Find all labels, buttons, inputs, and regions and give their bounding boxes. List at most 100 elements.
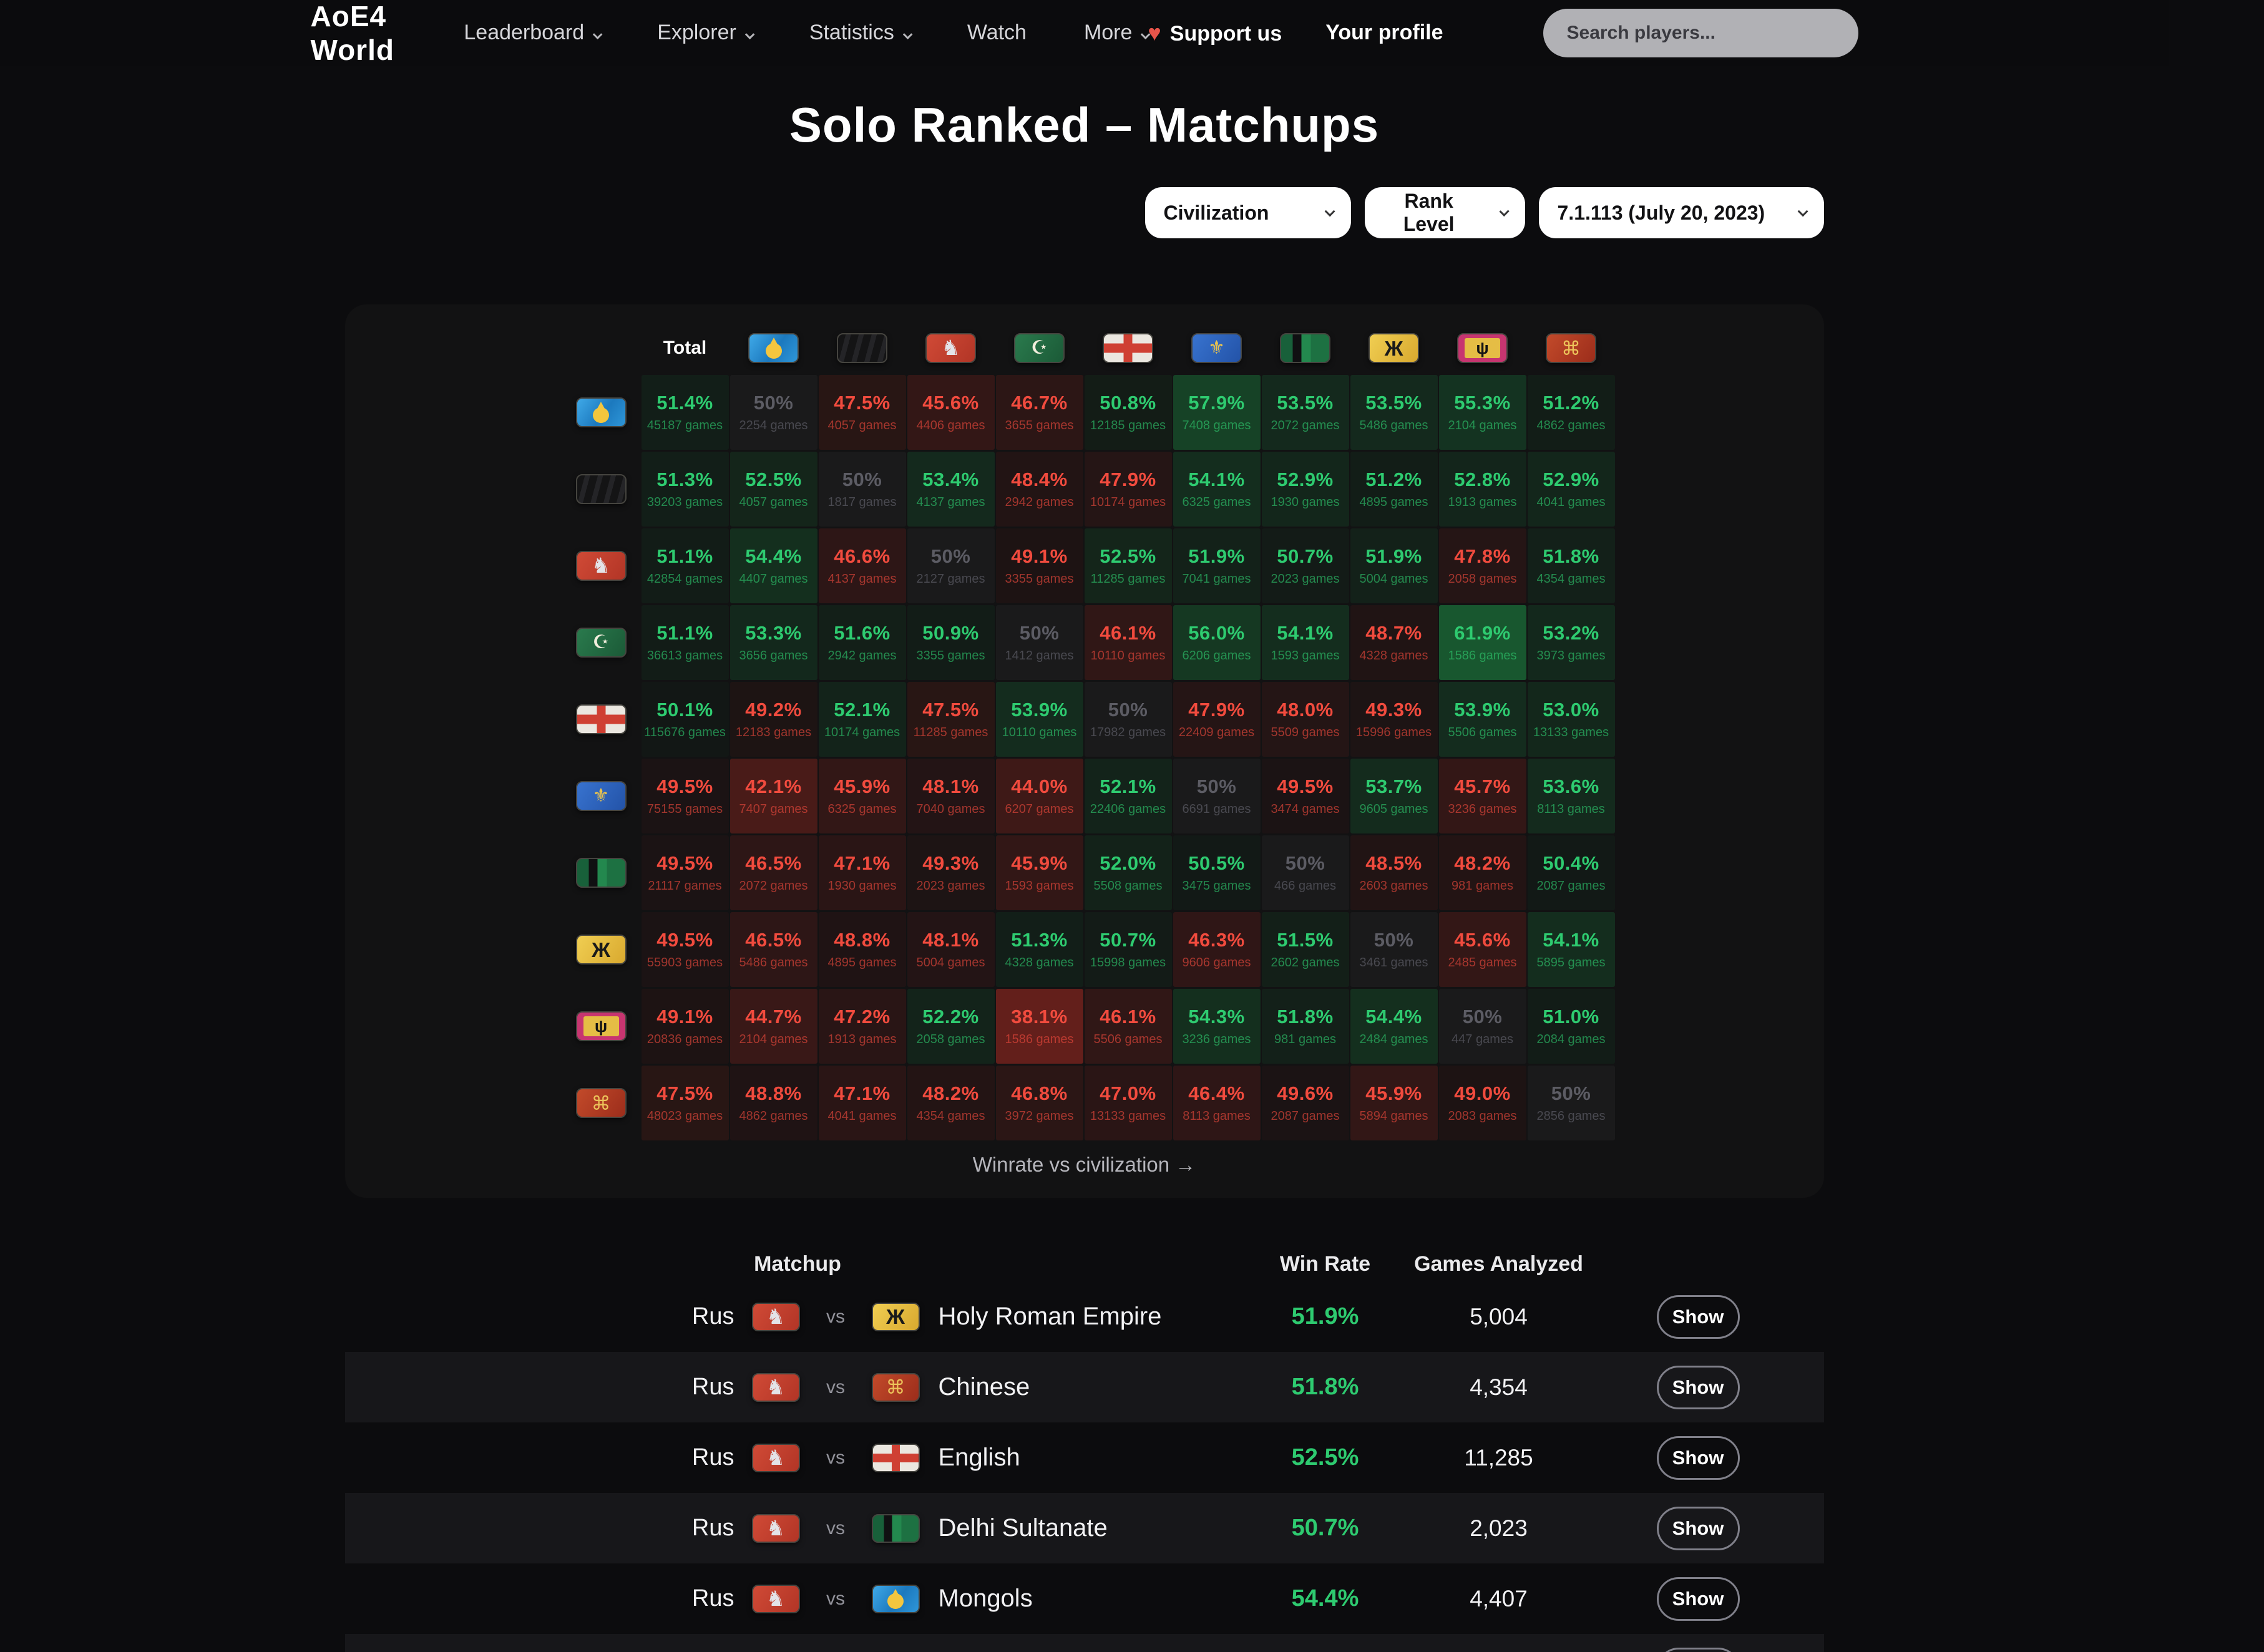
win-rate-value: 45.7% (1454, 775, 1511, 797)
games-count: 981 games (1274, 1032, 1336, 1046)
matrix-cell: 53.4% 4137 games (907, 452, 995, 527)
matrix-cell: 53.3% 3656 games (729, 605, 817, 680)
show-button-cell: Show (1598, 1647, 1824, 1652)
matrix-total-cell: 50.1% 115676 games (642, 682, 729, 757)
win-rate-value: 50% (1285, 852, 1325, 874)
matchup-row: Rus vs English 52.5% 11,285 Show (345, 1422, 1824, 1493)
matrix-cell: 50% 447 games (1439, 989, 1526, 1064)
matrix-cell: 48.4% 2942 games (995, 452, 1083, 527)
win-rate-value: 48.8% (834, 929, 890, 951)
win-rate-value: 61.9% (1454, 622, 1511, 644)
matrix-cell: 54.3% 3236 games (1173, 989, 1261, 1064)
games-count: 2485 games (1448, 956, 1517, 969)
winrate-vs-civilization-link[interactable]: Winrate vs civilization → (972, 1153, 1196, 1176)
nav-item-more[interactable]: More (1084, 21, 1151, 45)
show-button[interactable]: Show (1656, 1295, 1740, 1339)
games-count: 12183 games (735, 726, 812, 739)
search-input[interactable] (1543, 8, 1858, 57)
matrix-cell: 51.8% 981 games (1261, 989, 1349, 1064)
matrix-row-ottomans (575, 605, 640, 680)
matrix-cell: 46.4% 8113 games (1173, 1066, 1261, 1140)
matrix-cell: 51.5% 2602 games (1261, 912, 1349, 987)
games-count: 2104 games (739, 1032, 808, 1046)
win-rate-value: 53.0% (1543, 699, 1599, 721)
show-button[interactable]: Show (1656, 1647, 1740, 1652)
matrix-cell: 48.8% 4895 games (818, 912, 906, 987)
win-rate-value: 45.6% (922, 392, 979, 414)
games-count: 6325 games (1182, 495, 1251, 509)
games-count: 6691 games (1182, 802, 1251, 816)
matchup-opponent-flag-cell (871, 1514, 920, 1543)
matchup-left-civ-name: Rus (691, 1585, 734, 1611)
nav-item-statistics[interactable]: Statistics (809, 21, 913, 45)
games-count: 7408 games (1182, 419, 1251, 432)
support-us-link[interactable]: ♥ Support us (1148, 19, 1282, 46)
show-button[interactable]: Show (1656, 1436, 1740, 1480)
malians-flag-icon (575, 1011, 627, 1041)
matrix-cell: 50% 2856 games (1528, 1066, 1615, 1140)
win-rate-value: 53.9% (1011, 699, 1068, 721)
nav-item-leaderboard[interactable]: Leaderboard (464, 21, 603, 45)
matrix-row-hre (575, 912, 640, 987)
matchup-win-rate: 54.4% (1291, 1585, 1359, 1611)
matrix-total-cell: 49.1% 20836 games (641, 989, 729, 1064)
nav-item-label: Explorer (657, 21, 736, 44)
games-count: 13133 games (1533, 726, 1609, 739)
games-count: 45187 games (647, 419, 723, 432)
your-profile-link[interactable]: Your profile (1325, 21, 1443, 44)
chinese-flag-icon (871, 1373, 920, 1402)
nav-item-watch[interactable]: Watch (967, 21, 1027, 45)
rus-flag-icon (751, 1514, 800, 1543)
matrix-cell: 47.9% 10174 games (1084, 452, 1172, 527)
filter-dropdown-rank-level[interactable]: Rank Level (1364, 187, 1525, 238)
matrix-cell: 53.2% 3973 games (1527, 605, 1615, 680)
games-count: 12185 games (1090, 419, 1166, 432)
nav-item-label: Statistics (809, 21, 894, 44)
brand-logo[interactable]: AoE4 World (310, 0, 394, 66)
show-button[interactable]: Show (1656, 1365, 1740, 1409)
games-count: 10110 games (1002, 726, 1077, 739)
matchup-opponent-flag-cell (871, 1302, 920, 1331)
matrix-row-malians (575, 989, 640, 1064)
win-rate-value: 52.9% (1277, 469, 1334, 490)
matrix-cell: 44.7% 2104 games (729, 989, 817, 1064)
filter-dropdown-patch[interactable]: 7.1.113 (July 20, 2023) (1538, 187, 1824, 238)
show-button[interactable]: Show (1656, 1577, 1740, 1621)
matrix-cell: 51.9% 5004 games (1350, 528, 1438, 603)
filter-dropdown-civilization[interactable]: Civilization (1144, 187, 1351, 238)
win-rate-value: 38.1% (1011, 1006, 1068, 1028)
english-flag-icon (575, 704, 627, 734)
nav-item-explorer[interactable]: Explorer (657, 21, 755, 45)
matrix-cell: 52.5% 4057 games (729, 452, 817, 527)
games-count: 4041 games (1536, 495, 1606, 509)
games-count: 15996 games (1355, 726, 1432, 739)
win-rate-value: 51.3% (1011, 929, 1068, 951)
matrix-cell: 54.1% 6325 games (1173, 452, 1261, 527)
games-count: 4862 games (1536, 419, 1606, 432)
win-rate-value: 50% (1374, 929, 1414, 951)
matrix-cell: 53.6% 8113 games (1527, 759, 1615, 833)
games-count: 5895 games (1536, 956, 1606, 969)
hre-flag-icon (575, 935, 627, 964)
matrix-cell: 52.9% 1930 games (1261, 452, 1349, 527)
matrix-cell: 49.6% 2087 games (1261, 1066, 1349, 1140)
games-count: 4137 games (827, 572, 897, 586)
games-count: 3355 games (916, 649, 985, 663)
matrix-cell: 53.9% 5506 games (1438, 682, 1526, 757)
matchup-games-analyzed: 11,285 (1464, 1444, 1533, 1470)
games-count: 6207 games (1005, 802, 1074, 816)
matrix-cell: 61.9% 1586 games (1438, 605, 1526, 680)
games-count: 3475 games (1182, 879, 1251, 893)
matrix-cell: 45.6% 2485 games (1438, 912, 1526, 987)
matrix-column-french (1173, 323, 1261, 373)
matrix-cell: 51.2% 4862 games (1527, 375, 1615, 450)
matrix-cell: 46.7% 3655 games (995, 375, 1083, 450)
games-count: 36613 games (647, 649, 723, 663)
win-rate-value: 46.6% (834, 545, 890, 567)
matrix-column-malians (1439, 323, 1526, 373)
show-button[interactable]: Show (1656, 1506, 1740, 1550)
vs-label: vs (826, 1306, 845, 1327)
win-rate-value: 50% (753, 392, 794, 414)
games-count: 2127 games (916, 572, 985, 586)
rus-flag-icon (751, 1373, 800, 1402)
